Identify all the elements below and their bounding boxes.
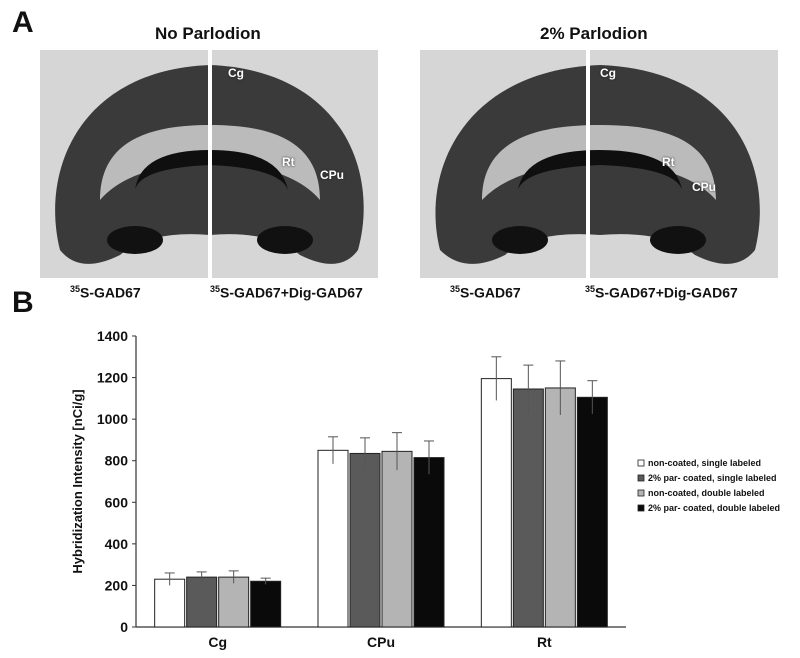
label-rt-right: Rt [662, 155, 675, 169]
caption-right-double: 35S-GAD67+Dig-GAD67 [585, 284, 738, 301]
bar [250, 580, 282, 628]
brain-section-right: Cg Rt CPu [420, 50, 778, 278]
label-cg-right: Cg [600, 66, 616, 80]
section-divider-right [586, 50, 590, 278]
brain-section-right-image [420, 50, 778, 278]
bar [317, 449, 349, 628]
y-tick-label: 400 [105, 536, 129, 552]
brain-section-left: Cg Rt CPu [40, 50, 378, 278]
bar-chart: 0 200 400 600 800 1000 1200 1400 Hybridization I… [70, 328, 780, 650]
x-tick-label: Cg [208, 634, 227, 650]
legend-swatch [637, 504, 645, 512]
bar [576, 396, 608, 628]
legend-swatch [637, 489, 645, 497]
label-rt-left: Rt [282, 155, 295, 169]
y-tick-label: 600 [105, 494, 129, 510]
x-tick-label: CPu [367, 634, 395, 650]
panel-a-letter: A [12, 6, 34, 39]
bar [413, 457, 445, 628]
bar [349, 452, 381, 628]
label-cpu-right: CPu [692, 180, 716, 194]
bar [218, 576, 250, 628]
caption-left-double: 35S-GAD67+Dig-GAD67 [210, 284, 363, 301]
y-tick-label: 1000 [97, 411, 128, 427]
panel-b-letter: B [12, 286, 34, 319]
bar [154, 578, 186, 628]
right-panel-title: 2% Parlodion [540, 24, 648, 43]
legend-label: non-coated, single labeled [648, 458, 761, 468]
y-axis-label: Hybridization Intensity [nCi/g] [70, 389, 85, 573]
bar [544, 387, 576, 628]
legend-swatch [637, 474, 645, 482]
caption-right-single: 35S-GAD67 [450, 284, 521, 301]
bar [381, 450, 413, 628]
caption-left-single: 35S-GAD67 [70, 284, 141, 301]
legend-swatch [637, 459, 645, 467]
left-panel-title: No Parlodion [155, 24, 261, 43]
y-tick-label: 1200 [97, 370, 128, 386]
legend-label: 2% par- coated, double labeled [648, 503, 780, 513]
bar [512, 388, 544, 628]
legend-label: non-coated, double labeled [648, 488, 765, 498]
section-divider-left [208, 50, 212, 278]
x-tick-label: Rt [537, 634, 552, 650]
bar [480, 378, 512, 628]
bar [186, 576, 218, 628]
legend-label: 2% par- coated, single labeled [648, 473, 777, 483]
y-tick-label: 800 [105, 453, 129, 469]
y-tick-label: 1400 [97, 328, 128, 344]
y-tick-label: 200 [105, 577, 129, 593]
label-cpu-left: CPu [320, 168, 344, 182]
label-cg-left: Cg [228, 66, 244, 80]
y-tick-label: 0 [120, 619, 128, 635]
